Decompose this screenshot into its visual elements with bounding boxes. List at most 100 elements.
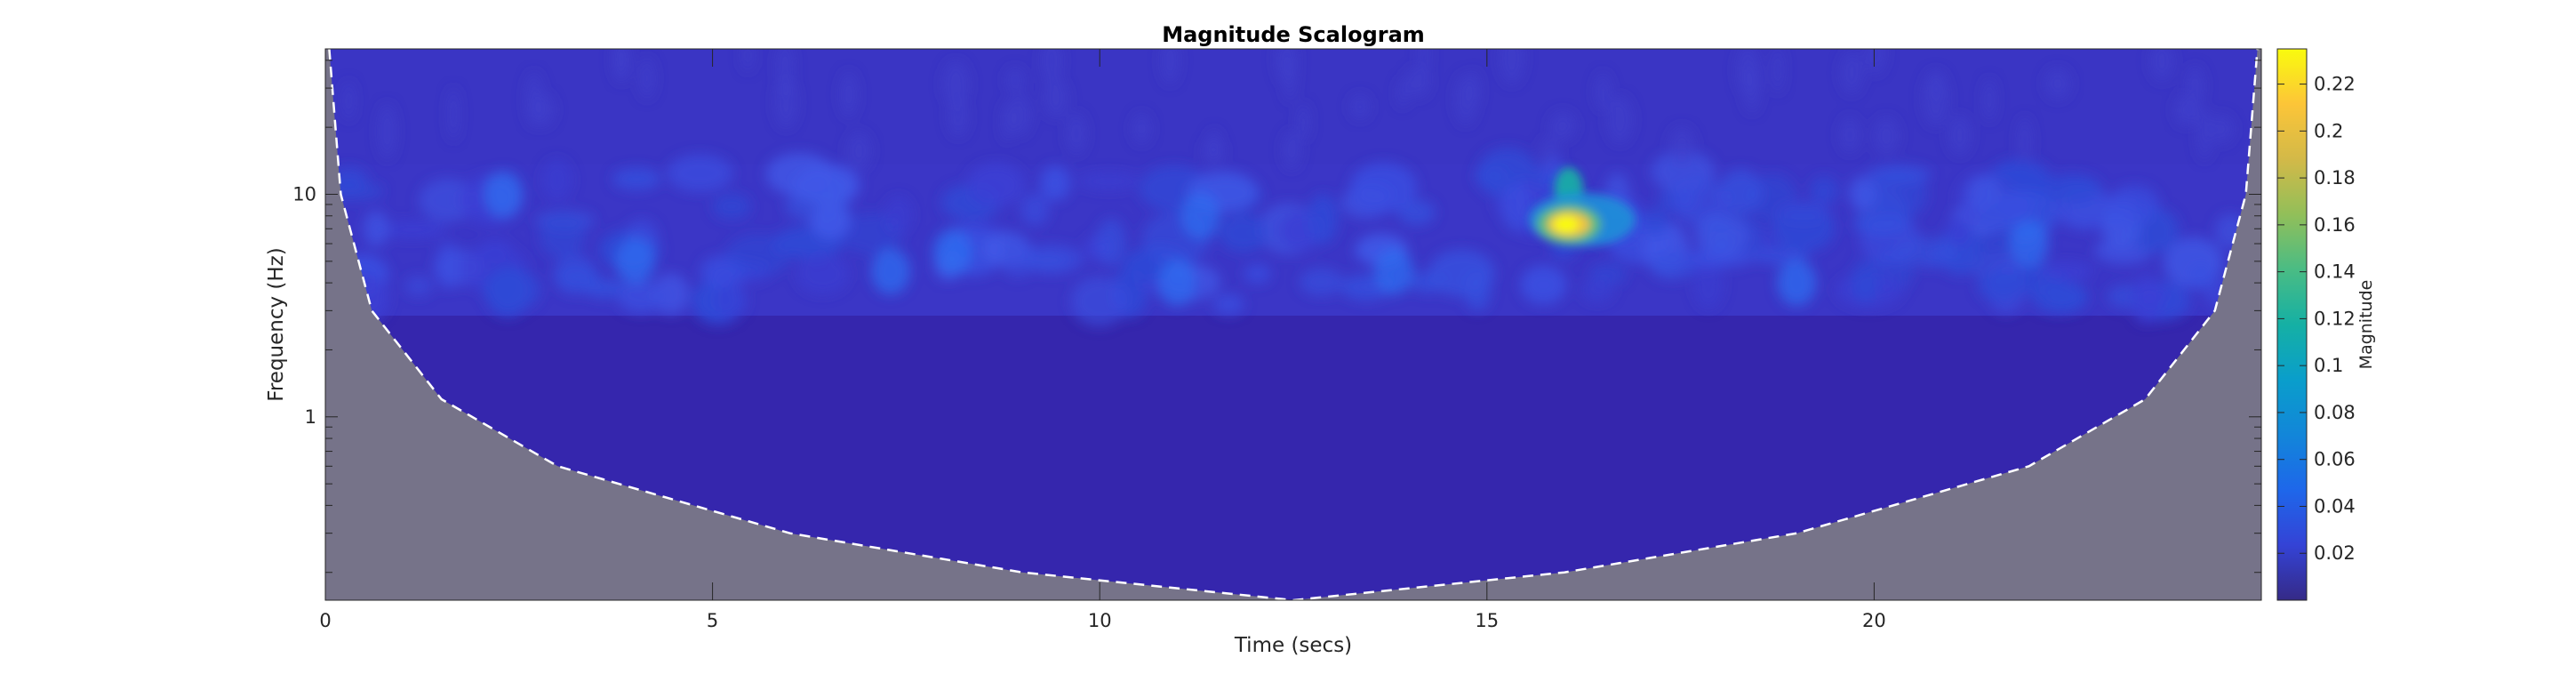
scalogram-blob	[1039, 165, 1071, 201]
scalogram-blob-bright	[1180, 192, 1220, 239]
scalogram-blob	[765, 152, 834, 197]
scalogram-blob	[1977, 270, 2024, 302]
scalogram-streak	[1743, 63, 1761, 114]
scalogram-streak	[1275, 49, 1298, 85]
colorbar-tick-label: 0.04	[2314, 495, 2356, 517]
scalogram-streak	[1418, 49, 1430, 79]
scalogram-blob	[1349, 162, 1418, 213]
colorbar-tick-label: 0.02	[2314, 542, 2356, 564]
scalogram-streak	[1282, 130, 1301, 170]
scalogram-blob	[1851, 259, 1880, 303]
scalogram-streak	[1208, 129, 1220, 161]
scalogram-blob	[1307, 194, 1339, 245]
scalogram-blob	[714, 282, 747, 318]
scalogram-streak	[1043, 77, 1068, 119]
scalogram-streak	[613, 49, 627, 81]
scalogram-blob-bright	[484, 171, 524, 218]
scalogram-blob	[1973, 231, 2014, 258]
scalogram-streak	[1454, 73, 1477, 125]
scalogram-streak	[1006, 93, 1032, 137]
y-tick-label: 1	[305, 406, 316, 428]
x-tick-label: 20	[1862, 610, 1886, 631]
scalogram-streak	[342, 80, 355, 121]
scalogram-streak	[1499, 49, 1525, 85]
chart-title: Magnitude Scalogram	[1162, 22, 1425, 47]
scalogram-blob	[796, 253, 850, 294]
scalogram-blob	[1070, 277, 1128, 327]
colorbar-tick-label: 0.06	[2314, 449, 2356, 470]
scalogram-streak	[1297, 102, 1310, 141]
scalogram-blob	[582, 278, 627, 299]
scalogram-streak	[1668, 126, 1696, 164]
scalogram-blob	[617, 281, 665, 313]
scalogram-blob	[1849, 176, 1876, 211]
scalogram-blob	[1694, 213, 1749, 257]
scalogram-blob	[1300, 268, 1344, 296]
scalogram-streak	[2017, 116, 2033, 167]
x-tick-label: 0	[319, 610, 331, 631]
scalogram-streak	[1606, 95, 1634, 144]
scalogram-blob	[1096, 218, 1126, 267]
scalogram-streak	[1595, 72, 1612, 111]
scalogram-streak	[1132, 112, 1152, 145]
scalogram-blob	[2131, 275, 2163, 324]
scalogram-blob-bright	[932, 229, 972, 276]
scalogram-blob	[1397, 199, 1436, 226]
scalogram-streak	[941, 60, 970, 108]
x-tick-label: 15	[1475, 610, 1499, 631]
scalogram-blob-bright	[1374, 248, 1414, 295]
scalogram-peak	[1528, 167, 1636, 247]
colorbar-tick-label: 0.1	[2314, 355, 2343, 376]
scalogram-blob	[1946, 216, 1972, 247]
scalogram-blob	[1580, 278, 1614, 303]
scalogram-blob	[2039, 261, 2092, 281]
scalogram-streak	[1040, 49, 1063, 85]
scalogram-streak	[1931, 71, 1943, 100]
scalogram-blob	[810, 203, 852, 240]
scalogram-blob-bright	[2009, 221, 2049, 268]
scalogram-streak	[1839, 116, 1860, 154]
scalogram-blobs	[325, 49, 2249, 327]
scalogram-blob	[712, 193, 751, 220]
scalogram-blob	[1809, 176, 1839, 205]
colorbar-tick-label: 0.14	[2314, 261, 2356, 283]
scalogram-blob	[1077, 172, 1140, 191]
scalogram-streak	[1772, 49, 1784, 93]
scalogram-streak	[2173, 93, 2192, 126]
scalogram-blob-bright	[615, 237, 655, 285]
scalogram-blob	[435, 241, 461, 290]
scalogram-streak	[948, 96, 969, 138]
scalogram-blob-bright	[870, 248, 910, 295]
scalogram-blob	[419, 178, 476, 222]
scalogram-streak	[2044, 68, 2071, 100]
scalogram-blob	[1219, 213, 1268, 253]
scalogram-blob	[1718, 169, 1763, 215]
scalogram-streak	[846, 131, 872, 171]
scalogram-blob	[1244, 263, 1271, 284]
scalogram-blob	[363, 210, 388, 247]
plot-frame	[324, 48, 2262, 601]
scalogram-streak	[773, 76, 798, 129]
scalogram-blob	[1921, 245, 1952, 269]
scalogram-blob	[1000, 237, 1036, 278]
scalogram-blob	[2042, 173, 2102, 204]
scalogram-streak	[1840, 51, 1864, 95]
colorbar-tick-label: 0.22	[2314, 74, 2356, 95]
colorbar	[2276, 48, 2308, 601]
scalogram-blob	[1410, 271, 1445, 294]
coi-shade-left	[325, 49, 1293, 600]
scalogram-streak	[1349, 94, 1371, 120]
scalogram-blob	[2188, 264, 2214, 290]
coi-line	[328, 49, 2259, 600]
scalogram-blob	[1025, 253, 1068, 271]
scalogram-blob	[1689, 249, 1754, 268]
y-axis-label: Frequency (Hz)	[265, 247, 288, 401]
x-axis-ticks: 0 5 10 15 20	[319, 49, 1886, 631]
scalogram-blob	[1500, 181, 1533, 232]
scalogram-blob	[667, 154, 733, 192]
scalogram-streak	[2149, 49, 2174, 82]
scalogram-blob	[1213, 293, 1244, 315]
scalogram-streak	[741, 49, 755, 72]
x-axis-label: Time (secs)	[1234, 634, 1352, 657]
